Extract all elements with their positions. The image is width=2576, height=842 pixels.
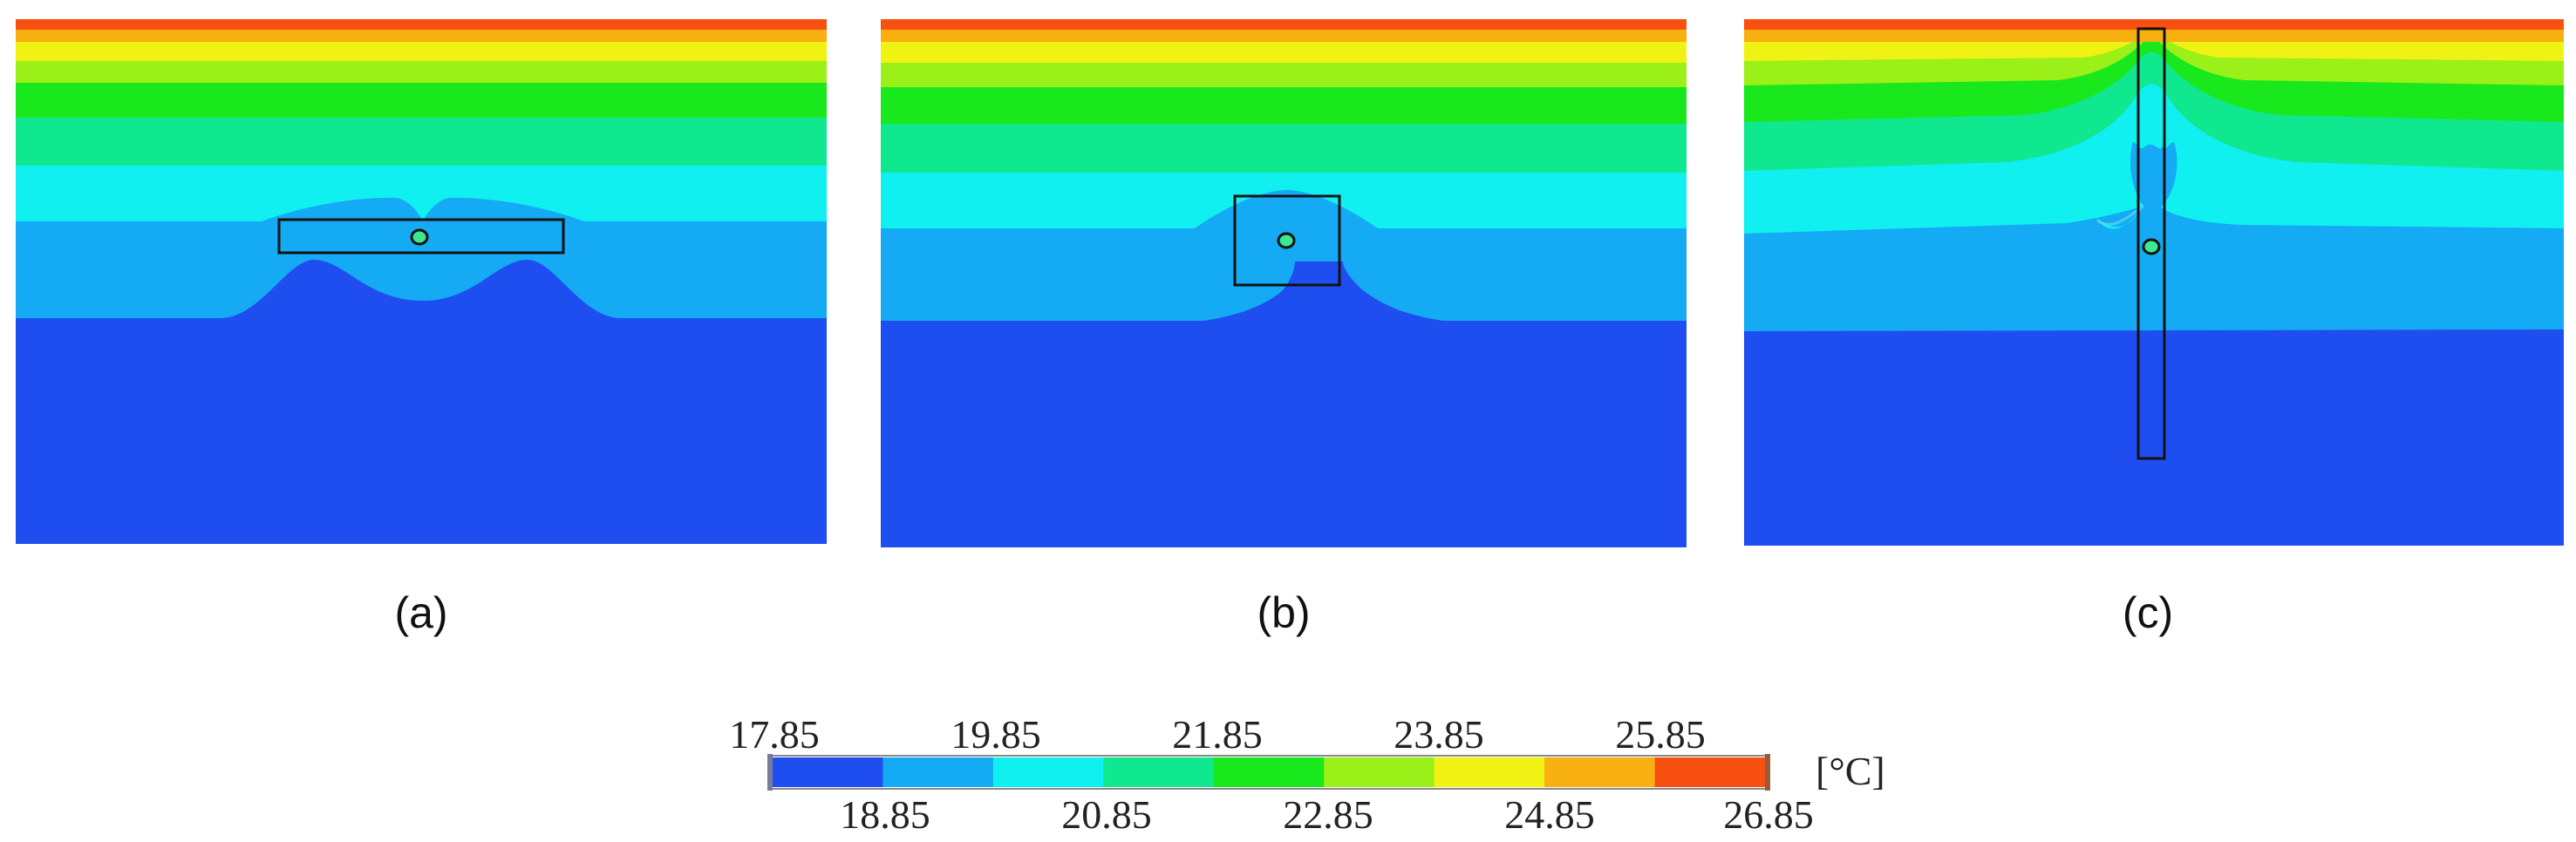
sensor-marker-c [2142,238,2161,255]
colorbar-swatch-4 [1103,757,1215,787]
colorbar-bottom-label-1: 18.85 [840,792,930,837]
colorbar-bottom-label-4: 24.85 [1504,792,1595,837]
colorbar-swatches [773,757,1766,787]
colorbar-left-cap [767,754,773,791]
colorbar-swatch-8 [1544,757,1656,787]
colorbar-bottom-label-5: 26.85 [1723,792,1814,837]
component-outline-c [2136,27,2166,460]
component-outline-b [1233,194,1341,287]
colorbar-top-label-4: 23.85 [1394,712,1484,757]
panel-c [1744,19,2564,546]
colorbar-right-cap [1765,754,1770,791]
colorbar-unit: [°C] [1816,749,1885,793]
panel-a [16,19,827,544]
colorbar-bottom-label-3: 22.85 [1283,792,1373,837]
colorbar-swatch-6 [1324,757,1435,787]
sensor-marker-a [410,228,429,246]
colorbar-swatch-2 [883,757,994,787]
colorbar-top-label-1: 17.85 [729,712,820,757]
panel-b [881,19,1687,547]
colorbar-swatch-9 [1654,757,1766,787]
panel-label-b: (b) [1257,588,1310,637]
colorbar-top-label-3: 21.85 [1172,712,1263,757]
colorbar-top-label-2: 19.85 [951,712,1041,757]
sensor-marker-b [1277,232,1296,249]
colorbar-swatch-7 [1434,757,1545,787]
colorbar-top-label-5: 25.85 [1615,712,1706,757]
colorbar-swatch-1 [773,757,883,787]
colorbar: 17.85 19.85 21.85 23.85 25.85 18.85 20.8… [729,712,1884,837]
colorbar-swatch-5 [1213,757,1325,787]
panel-label-c: (c) [2123,588,2173,637]
colorbar-bottom-label-2: 20.85 [1061,792,1152,837]
panel-label-a: (a) [394,588,447,637]
component-outline-a [277,218,565,255]
colorbar-swatch-3 [992,757,1104,787]
